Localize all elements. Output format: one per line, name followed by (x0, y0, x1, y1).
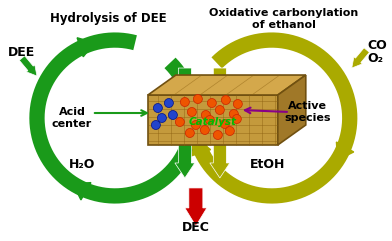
Polygon shape (77, 38, 94, 57)
Polygon shape (210, 138, 230, 178)
Circle shape (213, 130, 222, 140)
Circle shape (175, 118, 184, 127)
Circle shape (180, 98, 189, 107)
Text: CO: CO (368, 39, 387, 52)
Circle shape (229, 109, 238, 119)
Circle shape (187, 107, 196, 116)
Polygon shape (210, 68, 230, 120)
Text: DEC: DEC (182, 221, 210, 234)
Polygon shape (175, 68, 195, 120)
Circle shape (207, 99, 216, 107)
Polygon shape (336, 142, 354, 160)
Text: Hydrolysis of DEE: Hydrolysis of DEE (50, 12, 166, 25)
Circle shape (220, 120, 229, 128)
Circle shape (153, 104, 162, 113)
Text: Acid
center: Acid center (52, 107, 92, 129)
Circle shape (193, 94, 202, 104)
Polygon shape (73, 183, 91, 200)
Text: Oxidative carbonylation
of ethanol: Oxidative carbonylation of ethanol (209, 8, 358, 30)
Polygon shape (148, 95, 278, 145)
Polygon shape (19, 56, 37, 76)
Circle shape (233, 100, 242, 108)
Polygon shape (192, 139, 211, 156)
Polygon shape (352, 48, 369, 68)
Circle shape (151, 120, 160, 129)
Text: O₂: O₂ (368, 52, 384, 65)
Circle shape (157, 114, 166, 122)
Polygon shape (148, 75, 306, 95)
Circle shape (201, 111, 211, 120)
Circle shape (232, 114, 241, 123)
Text: Active
species: Active species (285, 101, 331, 123)
Text: EtOH: EtOH (250, 159, 285, 171)
Circle shape (215, 106, 224, 114)
Polygon shape (185, 188, 207, 226)
Text: Catalyst: Catalyst (189, 117, 237, 127)
Circle shape (169, 111, 177, 120)
Circle shape (185, 128, 194, 137)
Circle shape (200, 126, 209, 134)
Text: H₂O: H₂O (69, 159, 95, 171)
Circle shape (205, 115, 214, 125)
Circle shape (225, 127, 234, 135)
Circle shape (191, 120, 200, 129)
Circle shape (221, 95, 230, 105)
Polygon shape (175, 138, 195, 178)
Text: DEE: DEE (8, 46, 35, 59)
Circle shape (164, 99, 173, 107)
Polygon shape (278, 75, 306, 145)
